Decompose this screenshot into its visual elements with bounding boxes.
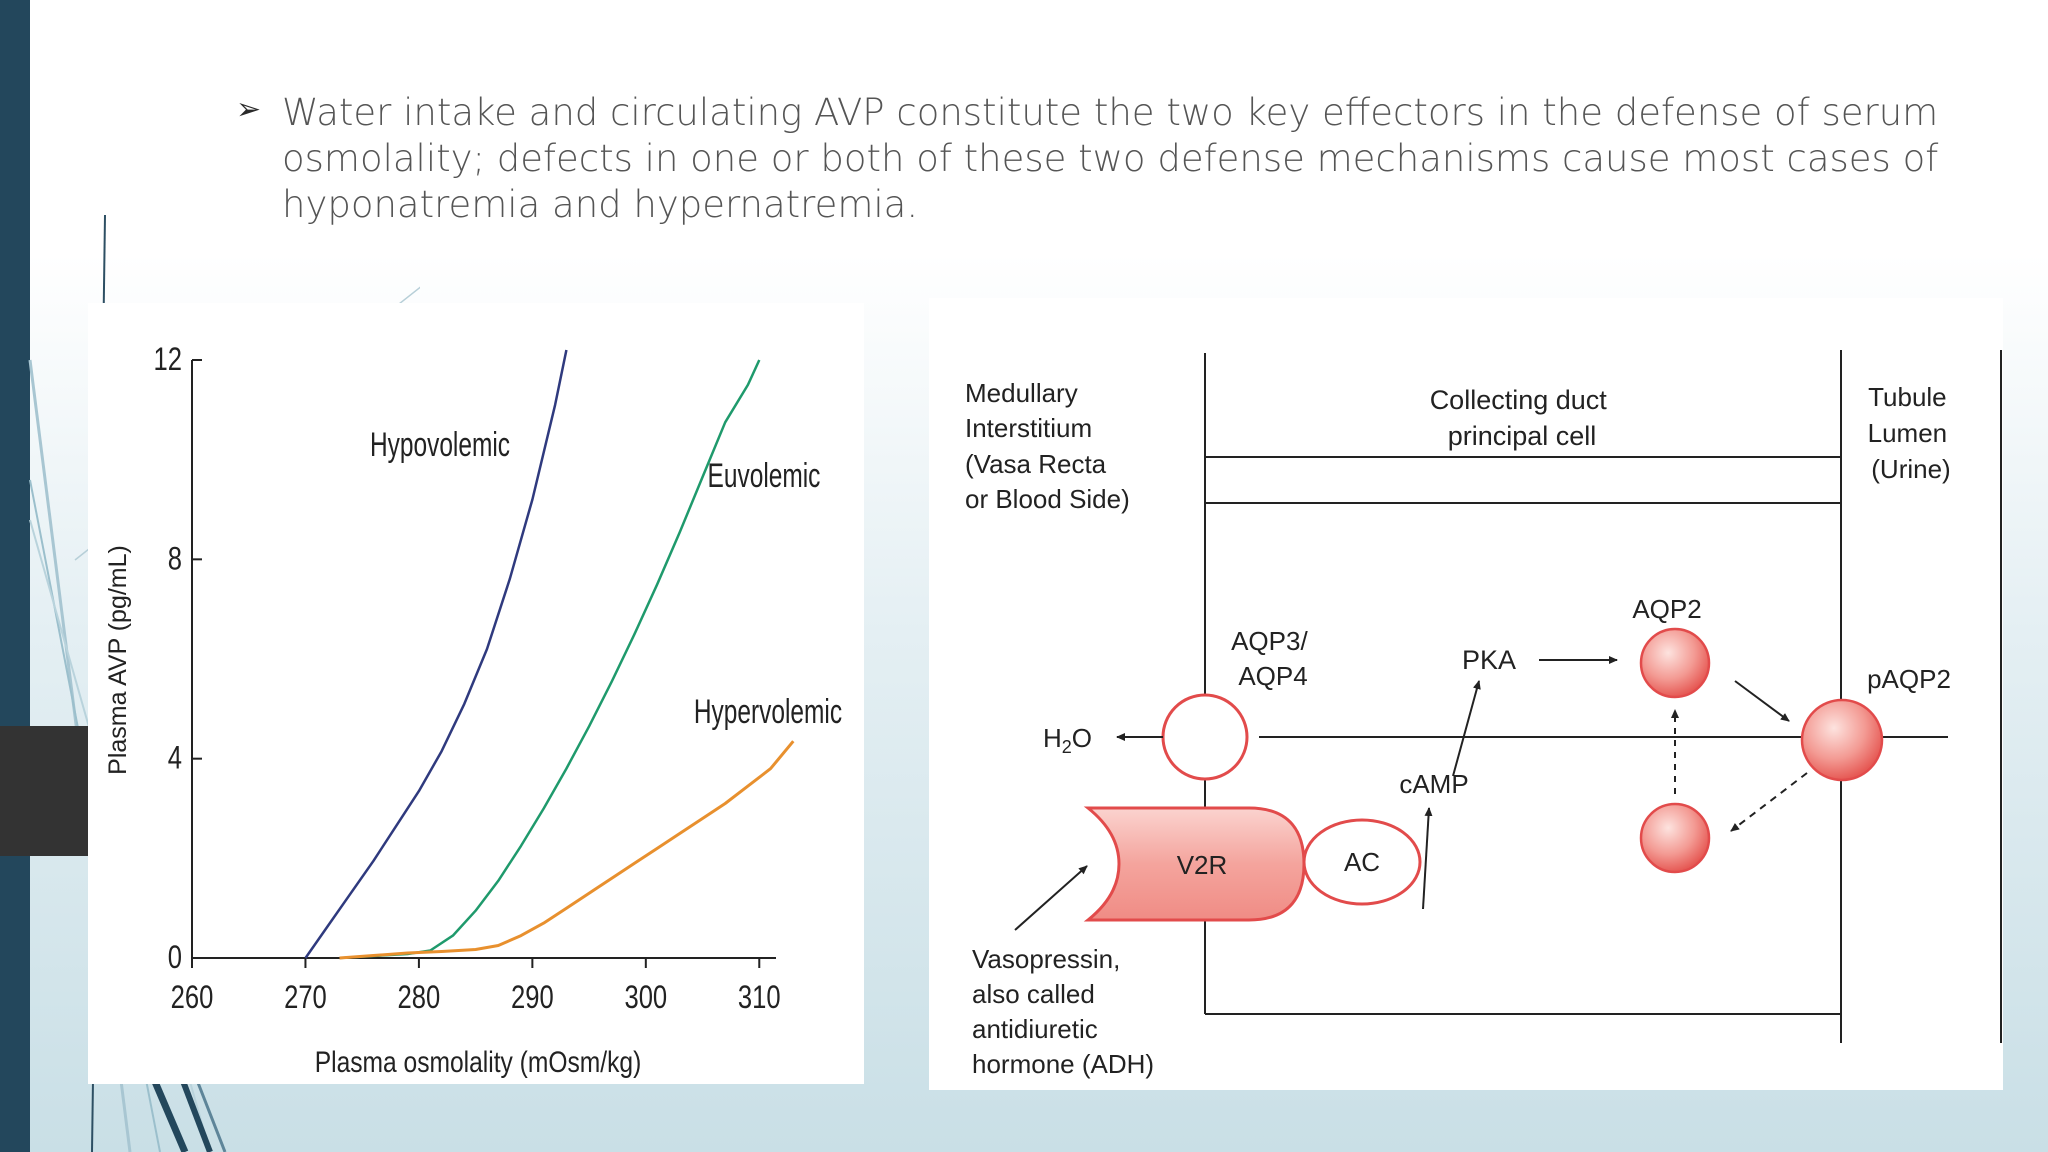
ac-label: AC: [1344, 847, 1380, 877]
v2r-receptor: [1083, 806, 1306, 922]
x-tick-label: 290: [511, 980, 554, 1015]
series-line-hypovolemic: [304, 349, 568, 959]
chart-labels: Hypovolemic Euvolemic Hypervolemic: [370, 426, 842, 731]
left-accent-bar: [0, 0, 30, 1152]
series-label-hypervolemic: Hypervolemic: [694, 693, 842, 731]
y-tick-label: 8: [168, 542, 182, 577]
bullet-arrow-icon: ➢: [236, 92, 262, 127]
vasopressin-label: Vasopressin, also called antidiuretic ho…: [972, 944, 1154, 1079]
paqp2-label: pAQP2: [1867, 664, 1951, 694]
x-tick-label: 300: [624, 980, 667, 1015]
aqp2-label: AQP2: [1632, 594, 1701, 624]
aqp2-vesicle-lower: [1639, 802, 1711, 874]
x-tick-label: 280: [398, 980, 441, 1015]
medullary-interstitium-label: Medullary Interstitium (Vasa Recta or Bl…: [965, 378, 1130, 514]
chart-series: [304, 349, 795, 960]
aqp3-aqp4-channel: [1161, 693, 1249, 781]
pka-label: PKA: [1462, 645, 1516, 675]
chart-axes: 260 270 280 290 300 310 0 4 8 12: [154, 342, 781, 1015]
y-tick-label: 0: [168, 940, 182, 975]
y-axis-label: Plasma AVP (pg/mL): [104, 545, 132, 775]
chart-canvas: 260 270 280 290 300 310 0 4 8 12 Hypovolemic Euvol…: [104, 342, 842, 1079]
left-dark-block: [0, 726, 88, 856]
avp-osmolality-chart: 260 270 280 290 300 310 0 4 8 12 Hypovolemic Euvol…: [88, 303, 864, 1084]
y-tick-label: 12: [154, 342, 182, 377]
adenylyl-cyclase: [1302, 818, 1422, 906]
ac-to-camp-arrow: [1422, 807, 1433, 910]
x-tick-label: 270: [284, 980, 327, 1015]
vasopressin-arrow: [1014, 865, 1088, 931]
aqp3-aqp4-label: AQP3/ AQP4: [1231, 626, 1315, 691]
vasopressin-pathway-diagram: Medullary Interstitium (Vasa Recta or Bl…: [929, 298, 2003, 1090]
camp-label: cAMP: [1399, 769, 1468, 799]
x-tick-label: 260: [171, 980, 214, 1015]
aqp2-vesicle-upper: [1639, 627, 1711, 699]
collecting-duct-label: Collecting duct principal cell: [1430, 385, 1615, 451]
diagram-canvas: Medullary Interstitium (Vasa Recta or Bl…: [965, 350, 2002, 1079]
series-line-hypervolemic: [339, 740, 795, 960]
y-tick-label: 4: [168, 741, 182, 776]
series-label-hypovolemic: Hypovolemic: [370, 426, 510, 464]
endocytosis-arrow: [1730, 772, 1808, 832]
series-label-euvolemic: Euvolemic: [708, 457, 821, 495]
camp-to-pka-arrow: [1452, 680, 1481, 777]
paqp2-channel: [1800, 698, 1884, 782]
insertion-arrow: [1734, 680, 1790, 722]
v2r-label: V2R: [1177, 850, 1228, 880]
h2o-label: H2O: [1043, 723, 1092, 757]
tubule-lumen-label: Tubule Lumen (Urine): [1868, 382, 1955, 484]
x-axis-label: Plasma osmolality (mOsm/kg): [315, 1045, 642, 1079]
bullet-text: Water intake and circulating AVP constit…: [282, 91, 1939, 226]
x-tick-label: 310: [738, 980, 781, 1015]
